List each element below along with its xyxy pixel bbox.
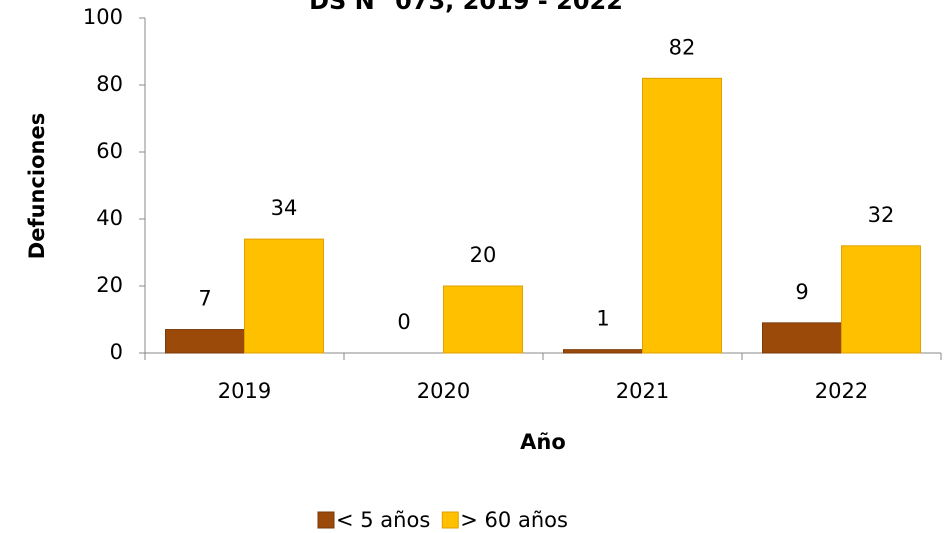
legend-label: < 5 años — [336, 508, 430, 532]
y-tick-label: 0 — [110, 340, 123, 364]
chart-title: DS N° 073, 2019 - 2022 — [309, 0, 623, 15]
legend-swatch — [441, 511, 459, 529]
bar — [443, 285, 523, 354]
bar — [244, 238, 324, 354]
data-label: 82 — [669, 35, 696, 59]
y-axis-title: Defunciones — [25, 113, 49, 259]
bar — [563, 349, 643, 354]
y-tick-label: 20 — [96, 273, 123, 297]
data-label: 32 — [868, 203, 895, 227]
y-tick-label: 40 — [96, 206, 123, 230]
data-label: 0 — [397, 310, 410, 334]
legend-swatch — [317, 511, 335, 529]
x-tick-label: 2022 — [815, 379, 868, 403]
x-axis-title: Año — [520, 430, 566, 454]
data-label: 9 — [795, 280, 808, 304]
bar — [642, 77, 722, 354]
y-tick-label: 60 — [96, 139, 123, 163]
y-tick-label: 100 — [83, 5, 123, 29]
data-label: 34 — [271, 196, 298, 220]
x-tick-label: 2021 — [616, 379, 669, 403]
bar — [841, 245, 921, 354]
data-label: 7 — [198, 287, 211, 311]
legend-label: > 60 años — [460, 508, 568, 532]
bar — [762, 322, 842, 354]
data-label: 1 — [596, 307, 609, 331]
data-label: 20 — [470, 243, 497, 267]
x-tick-label: 2020 — [417, 379, 470, 403]
y-tick-label: 80 — [96, 72, 123, 96]
bar — [165, 329, 245, 354]
x-tick-label: 2019 — [218, 379, 271, 403]
